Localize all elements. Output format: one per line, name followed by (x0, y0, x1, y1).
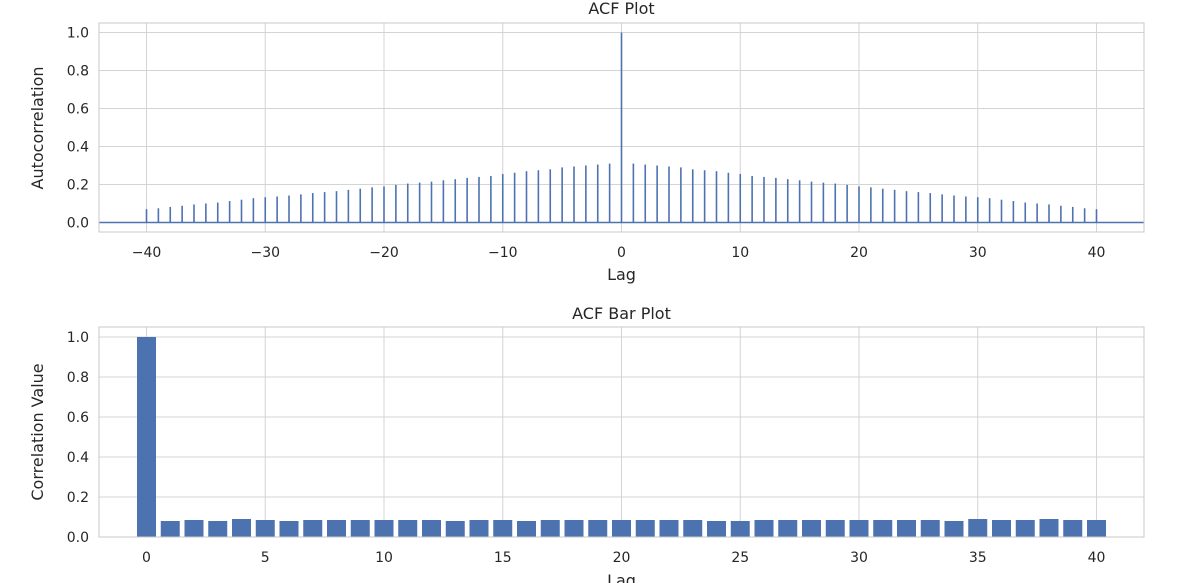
bar (564, 520, 584, 537)
y-tick-label: 0.4 (67, 450, 89, 466)
bar (920, 520, 940, 537)
x-tick-label: −10 (488, 245, 518, 261)
bar (992, 520, 1011, 537)
x-tick-label: 5 (261, 550, 270, 566)
y-tick-label: 1.0 (67, 330, 89, 346)
bar (802, 520, 821, 537)
bar (944, 521, 964, 537)
bar (1039, 519, 1059, 537)
x-tick-label: 20 (613, 550, 631, 566)
bar (279, 521, 299, 537)
bar (327, 520, 346, 537)
x-tick-label: 40 (1088, 550, 1106, 566)
x-tick-label: 25 (731, 550, 749, 566)
y-tick-label: 0.8 (67, 370, 89, 386)
bar (683, 520, 703, 537)
x-tick-label: 0 (617, 245, 626, 261)
bar (1063, 520, 1083, 537)
y-tick-label: 0.2 (67, 178, 89, 194)
chart-title: ACF Plot (588, 0, 654, 18)
bar (469, 520, 489, 537)
bar (540, 520, 560, 537)
acf-bar-chart: 0 5 10 15 20 25 30 35 40 0.0 0.2 0.4 0.6 0.8 1.0 ACF … (28, 304, 1145, 583)
y-tick-label: 0.4 (67, 140, 89, 156)
bar (968, 519, 988, 537)
chart-title: ACF Bar Plot (572, 304, 671, 323)
x-tick-label: −20 (369, 245, 399, 261)
x-axis-label: Lag (607, 571, 636, 583)
x-tick-label: 30 (850, 550, 868, 566)
x-tick-label: 10 (731, 245, 749, 261)
bar (422, 520, 441, 537)
x-tick-label: −40 (132, 245, 162, 261)
bar (493, 520, 513, 537)
y-tick-labels: 0.0 0.2 0.4 0.6 0.8 1.0 (67, 26, 89, 232)
y-tick-label: 0.6 (67, 410, 89, 426)
bar (659, 520, 679, 537)
bar (232, 519, 251, 537)
y-axis-label: Correlation Value (28, 363, 47, 500)
bar (707, 521, 726, 537)
y-tick-label: 0.6 (67, 102, 89, 118)
x-tick-label: 10 (375, 550, 393, 566)
y-tick-label: 0.0 (67, 530, 89, 546)
acf-stem-chart: −40 −30 −20 −10 0 10 20 30 40 0.0 0.2 0.4 0.6 0.8 1.0… (28, 0, 1145, 284)
bar (255, 520, 275, 537)
plot-frame (98, 326, 1145, 538)
y-tick-label: 1.0 (67, 26, 89, 42)
x-tick-labels: 0 5 10 15 20 25 30 35 40 (142, 550, 1105, 566)
bar-series (137, 337, 1106, 537)
bar (303, 520, 323, 537)
bar (754, 520, 774, 537)
x-tick-label: 30 (969, 245, 987, 261)
x-tick-labels: −40 −30 −20 −10 0 10 20 30 40 (132, 245, 1106, 261)
bar (730, 521, 750, 537)
x-tick-label: 15 (494, 550, 512, 566)
x-axis-label: Lag (607, 265, 636, 284)
bar (208, 521, 228, 537)
bar (137, 337, 156, 537)
bar (1015, 520, 1035, 537)
bar (635, 520, 655, 537)
x-tick-label: 40 (1088, 245, 1106, 261)
y-axis-label: Autocorrelation (28, 67, 47, 190)
bar (778, 520, 798, 537)
bar (825, 520, 845, 537)
bar (374, 520, 394, 537)
bar (517, 521, 536, 537)
x-tick-label: −30 (250, 245, 280, 261)
x-tick-label: 35 (969, 550, 987, 566)
x-tick-label: 0 (142, 550, 151, 566)
bar (612, 520, 631, 537)
bar (849, 520, 869, 537)
x-tick-label: 20 (850, 245, 868, 261)
plot-frame (98, 22, 1145, 233)
y-tick-label: 0.8 (67, 64, 89, 80)
bar (445, 521, 465, 537)
bar (350, 520, 370, 537)
y-tick-label: 0.2 (67, 490, 89, 506)
y-tick-label: 0.0 (67, 216, 89, 232)
bar (398, 520, 418, 537)
bar (1087, 520, 1106, 537)
bar (160, 521, 180, 537)
y-tick-labels: 0.0 0.2 0.4 0.6 0.8 1.0 (67, 330, 89, 546)
stem-series (145, 32, 1098, 223)
bar (588, 520, 608, 537)
bar (897, 520, 916, 537)
bar (184, 520, 204, 537)
bar (873, 520, 893, 537)
